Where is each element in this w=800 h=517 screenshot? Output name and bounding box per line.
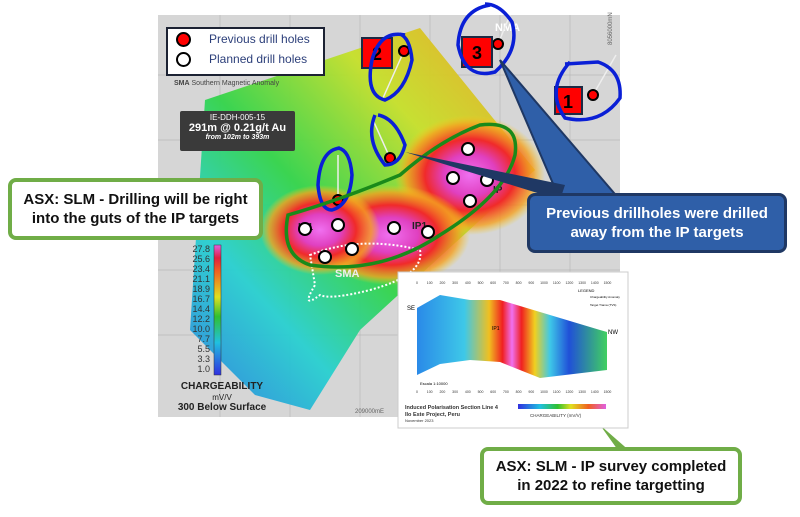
inset-tick-label: 600 — [490, 390, 496, 394]
ip-section-inset: SE NW IP1 LEGEND Chargeability Anomaly T… — [397, 271, 629, 429]
inset-tick-label: 1400 — [591, 390, 599, 394]
green-annotation-outline — [284, 122, 518, 269]
scale-value: 23.4 — [192, 264, 210, 274]
sma-legend-note: SMA Southern Magnetic Anomaly — [174, 80, 280, 87]
easting-label: 209000mE — [355, 409, 384, 415]
inset-tick-label: 1000 — [540, 281, 548, 285]
scale-value: 10.0 — [192, 324, 210, 334]
svg-text:IP1: IP1 — [492, 326, 500, 332]
ip-label-east: IP — [493, 185, 503, 196]
svg-text:NW: NW — [608, 330, 618, 336]
svg-text:CHARGEABILITY (mV/V): CHARGEABILITY (mV/V) — [530, 413, 582, 418]
inset-tick-label: 1100 — [553, 281, 561, 285]
inset-tick-label: 1000 — [540, 390, 548, 394]
previous-hole — [398, 45, 410, 57]
drill-result-box: IE-DDH-005-15 291m @ 0.21g/t Au from 102… — [180, 111, 295, 151]
inset-tick-label: 500 — [478, 281, 484, 285]
scale-value: 1.0 — [197, 364, 210, 374]
chargeability-color-bar — [213, 244, 222, 376]
inset-tick-label: 1300 — [578, 281, 586, 285]
ip1-label-centre: IP1 — [412, 221, 427, 232]
inset-tick-label: 1200 — [566, 390, 574, 394]
svg-text:LEGEND: LEGEND — [578, 288, 595, 293]
svg-text:November 2023: November 2023 — [405, 418, 434, 423]
svg-text:Induced Polarisation Section L: Induced Polarisation Section Line 4 — [405, 405, 499, 411]
inset-tick-label: 300 — [452, 390, 458, 394]
scale-value: 3.3 — [197, 354, 210, 364]
northing-label: 8056000mN — [608, 12, 614, 45]
callout-previous-drillholes: Previous drillholes were drilled away fro… — [527, 193, 787, 253]
scale-value: 21.1 — [192, 274, 210, 284]
callout-ip-survey: ASX: SLM - IP survey completed in 2022 to… — [480, 447, 742, 505]
inset-axis-ticks: 0 0 100 100 200 200 300 300 400 400 500 500 600 600 70… — [416, 281, 611, 394]
svg-text:3: 3 — [472, 43, 482, 63]
svg-text:2: 2 — [372, 44, 382, 64]
blue-annotation-circles — [316, 2, 622, 212]
inset-tick-label: 200 — [439, 281, 445, 285]
inset-tick-label: 900 — [528, 390, 534, 394]
white-dot-icon — [176, 51, 191, 67]
previous-hole — [587, 89, 599, 101]
svg-text:SE: SE — [407, 306, 415, 312]
inset-tick-label: 100 — [427, 281, 433, 285]
inset-tick-label: 1500 — [604, 390, 612, 394]
svg-text:Escala 1:10000: Escala 1:10000 — [420, 381, 448, 386]
inset-tick-label: 300 — [452, 281, 458, 285]
inset-tick-label: 500 — [478, 390, 484, 394]
nma-label: NMA — [495, 22, 520, 34]
inset-tick-label: 700 — [503, 390, 509, 394]
scale-values: 27.8 25.6 23.4 21.1 18.9 16.7 14.4 12.2 10.0 7.7 5… — [180, 244, 210, 374]
legend-item-planned: Planned drill holes — [168, 49, 323, 69]
red-dot-icon — [176, 31, 191, 47]
scale-value: 14.4 — [192, 304, 210, 314]
inset-tick-label: 1200 — [566, 281, 574, 285]
scale-value: 18.9 — [192, 284, 210, 294]
svg-text:Target Trama (TVS): Target Trama (TVS) — [590, 303, 616, 307]
svg-text:Ilo Este Project, Peru: Ilo Este Project, Peru — [405, 412, 460, 418]
map-legend: Previous drill holes Planned drill holes — [166, 27, 325, 76]
callout-pointer-left — [405, 152, 565, 200]
svg-text:Chargeability Anomaly: Chargeability Anomaly — [590, 295, 620, 299]
scale-value: 5.5 — [197, 344, 210, 354]
scale-title: CHARGEABILITY mV/V 300 Below Surface — [177, 381, 267, 413]
inset-tick-label: 1400 — [591, 281, 599, 285]
inset-tick-label: 100 — [427, 390, 433, 394]
scale-value: 25.6 — [192, 254, 210, 264]
inset-tick-label: 0 — [416, 281, 418, 285]
hole-number-boxes: 2 3 1 — [361, 36, 583, 115]
callout-drilling-targets: ASX: SLM - Drilling will be right into th… — [8, 178, 263, 240]
previous-hole — [492, 38, 504, 50]
scale-value: 27.8 — [192, 244, 210, 254]
inset-tick-label: 400 — [465, 390, 471, 394]
legend-item-previous: Previous drill holes — [168, 29, 323, 49]
scale-value: 12.2 — [192, 314, 210, 324]
scale-value: 7.7 — [197, 334, 210, 344]
svg-text:1: 1 — [563, 92, 573, 112]
inset-tick-label: 800 — [516, 390, 522, 394]
inset-tick-label: 1500 — [604, 281, 612, 285]
inset-tick-label: 400 — [465, 281, 471, 285]
sma-outline — [307, 242, 422, 302]
inset-tick-label: 200 — [439, 390, 445, 394]
scale-value: 16.7 — [192, 294, 210, 304]
inset-tick-label: 800 — [516, 281, 522, 285]
sma-label: SMA — [335, 268, 360, 280]
inset-tick-label: 1300 — [578, 390, 586, 394]
inset-tick-label: 700 — [503, 281, 509, 285]
inset-tick-label: 900 — [528, 281, 534, 285]
inset-tick-label: 0 — [416, 390, 418, 394]
inset-tick-label: 1100 — [553, 390, 561, 394]
inset-tick-label: 600 — [490, 281, 496, 285]
planned-drill-holes — [298, 142, 494, 264]
